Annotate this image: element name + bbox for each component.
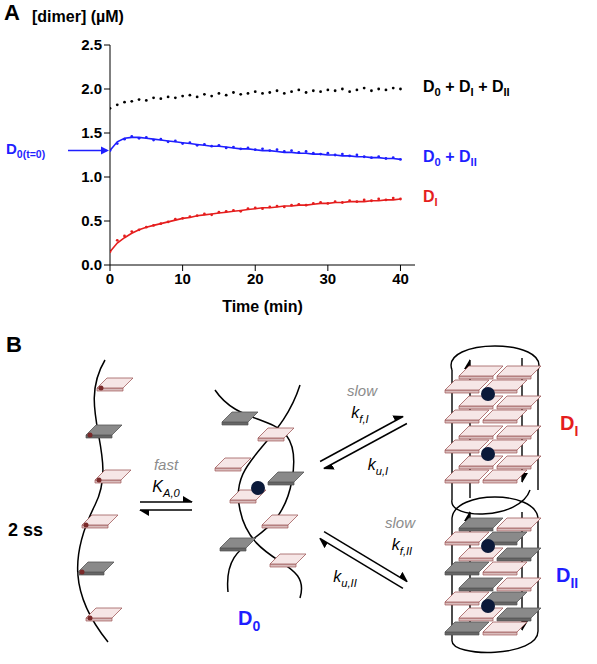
html-text:D0+ DII: D0+ DII <box>423 148 477 169</box>
html-text:D0+ DI+ DII: D0+ DI+ DII <box>423 78 510 99</box>
svg-text:D0: D0 <box>238 607 260 634</box>
html-text:DI: DI <box>423 188 438 209</box>
svg-text:10: 10 <box>174 270 191 287</box>
svg-text:kf,II: kf,II <box>392 536 412 557</box>
svg-text:2 ss: 2 ss <box>8 520 43 540</box>
svg-text:Time (min): Time (min) <box>222 298 303 315</box>
svg-text:KA,0: KA,0 <box>152 478 180 499</box>
svg-text:B: B <box>6 332 22 357</box>
svg-text:slow: slow <box>347 382 378 399</box>
svg-text:fast: fast <box>154 456 179 473</box>
svg-text:2.0: 2.0 <box>81 80 102 97</box>
svg-text:0.0: 0.0 <box>81 256 102 273</box>
svg-text:kf,I: kf,I <box>351 404 368 425</box>
svg-text:ku,II: ku,II <box>333 568 357 589</box>
svg-text:20: 20 <box>247 270 264 287</box>
svg-text:slow: slow <box>385 514 416 531</box>
html-text:D0(t=0): D0(t=0) <box>6 139 46 160</box>
svg-text:ku,I: ku,I <box>368 456 388 477</box>
html-text:A: A <box>4 0 20 25</box>
svg-text:40: 40 <box>392 270 409 287</box>
svg-text:DI: DI <box>560 412 578 439</box>
svg-text:0: 0 <box>106 270 114 287</box>
svg-text:2.5: 2.5 <box>81 36 102 53</box>
html-text:[dimer] (µM): [dimer] (µM) <box>32 8 124 25</box>
svg-text:1.0: 1.0 <box>81 168 102 185</box>
svg-text:0.5: 0.5 <box>81 212 102 229</box>
svg-text:DII: DII <box>556 564 578 591</box>
svg-text:1.5: 1.5 <box>81 124 102 141</box>
svg-text:30: 30 <box>320 270 337 287</box>
